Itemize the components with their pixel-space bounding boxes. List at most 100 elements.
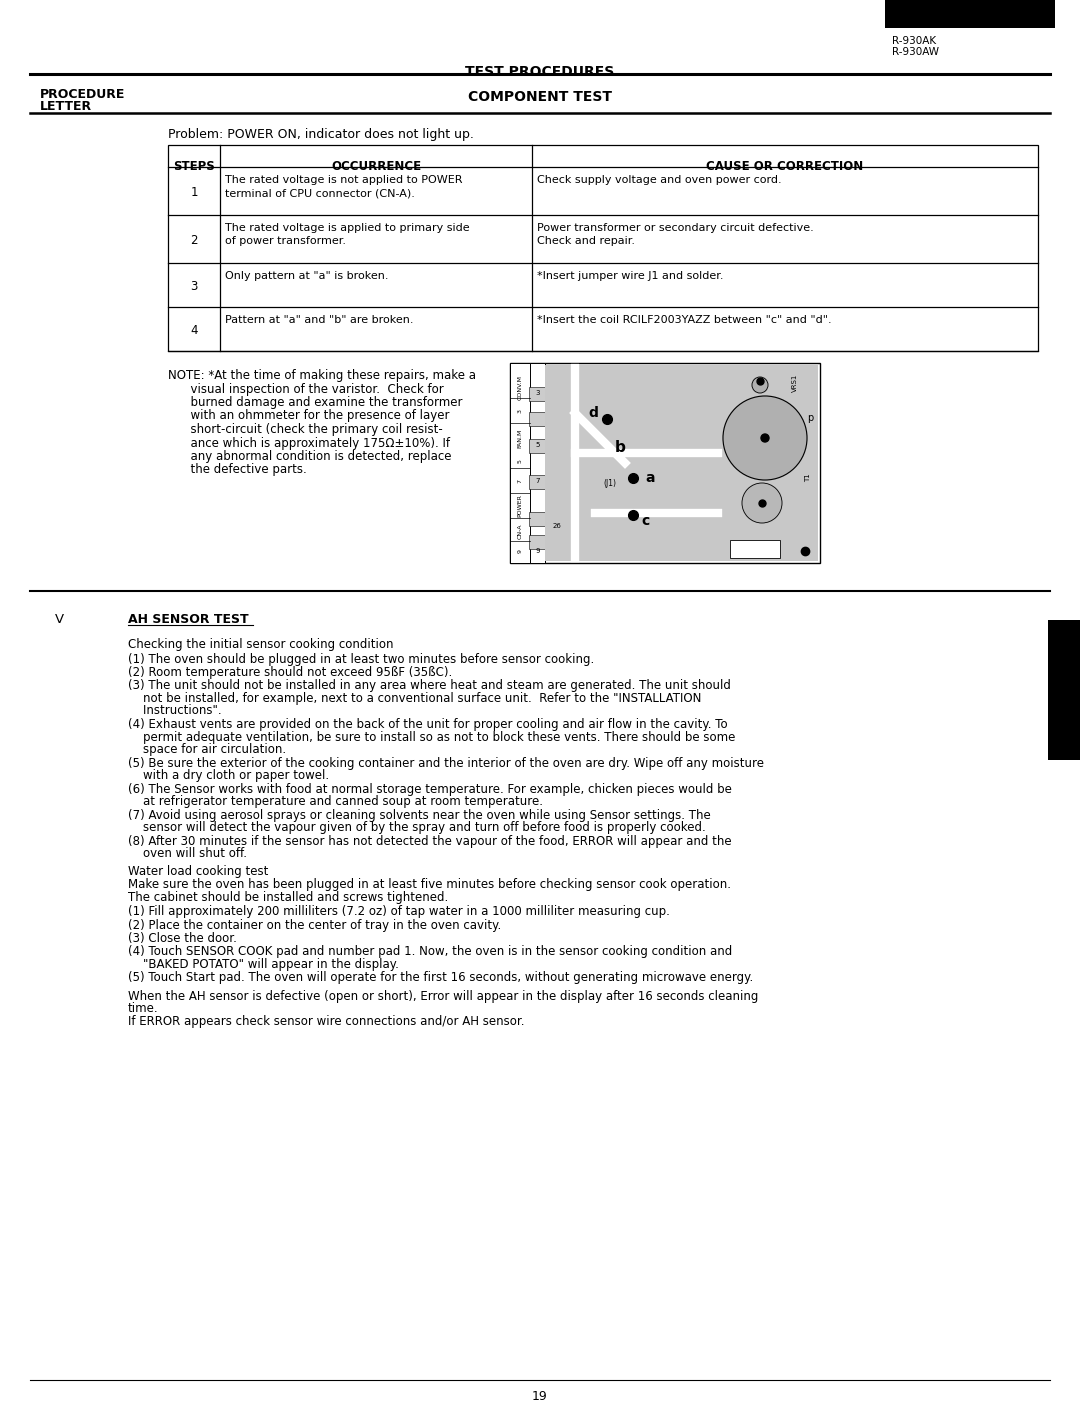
Text: 3: 3 (536, 391, 540, 396)
Text: Water load cooking test: Water load cooking test (129, 864, 268, 878)
Text: If ERROR appears check sensor wire connections and/or AH sensor.: If ERROR appears check sensor wire conne… (129, 1014, 525, 1028)
Text: 1: 1 (190, 185, 198, 200)
Text: 19: 19 (532, 1390, 548, 1404)
Text: R-930AK: R-930AK (892, 37, 936, 46)
Text: TEST PROCEDURES: TEST PROCEDURES (465, 65, 615, 79)
Text: terminal of CPU connector (CN-A).: terminal of CPU connector (CN-A). (225, 188, 415, 198)
Text: with an ohmmeter for the presence of layer: with an ohmmeter for the presence of lay… (168, 409, 449, 423)
Text: b: b (615, 441, 625, 455)
Text: CONV.M: CONV.M (517, 375, 523, 400)
Text: 5: 5 (536, 443, 540, 448)
Text: (4) Exhaust vents are provided on the back of the unit for proper cooling and ai: (4) Exhaust vents are provided on the ba… (129, 718, 728, 731)
Bar (1048, 620, 1080, 760)
Text: (1) Fill approximately 200 milliliters (7.2 oz) of tap water in a 1000 millilite: (1) Fill approximately 200 milliliters (… (129, 905, 670, 917)
Text: V: V (55, 613, 64, 627)
Text: time.: time. (129, 1003, 159, 1016)
Text: of power transformer.: of power transformer. (225, 236, 346, 246)
Text: Pattern at "a" and "b" are broken.: Pattern at "a" and "b" are broken. (225, 315, 414, 325)
Text: STEPS: STEPS (173, 160, 215, 173)
Text: visual inspection of the varistor.  Check for: visual inspection of the varistor. Check… (168, 382, 444, 395)
Bar (529, 386, 545, 400)
Text: Only pattern at "a" is broken.: Only pattern at "a" is broken. (225, 271, 389, 281)
Text: (5) Be sure the exterior of the cooking container and the interior of the oven a: (5) Be sure the exterior of the cooking … (129, 756, 764, 770)
Text: 5: 5 (517, 459, 523, 462)
Text: d: d (589, 406, 598, 420)
Bar (885, 0, 1055, 28)
Text: When the AH sensor is defective (open or short), Error will appear in the displa: When the AH sensor is defective (open or… (129, 991, 758, 1003)
Text: burned damage and examine the transformer: burned damage and examine the transforme… (168, 396, 462, 409)
Bar (510, 362, 820, 563)
Text: (8) After 30 minutes if the sensor has not detected the vapour of the food, ERRO: (8) After 30 minutes if the sensor has n… (129, 835, 731, 847)
Bar (730, 540, 780, 558)
Circle shape (742, 483, 782, 523)
Bar (545, 365, 818, 561)
Bar (168, 145, 1038, 351)
Text: at refrigerator temperature and canned soup at room temperature.: at refrigerator temperature and canned s… (129, 795, 543, 808)
Text: p: p (807, 413, 813, 423)
Text: 26: 26 (553, 523, 562, 530)
Circle shape (761, 434, 769, 443)
Text: LETTER: LETTER (40, 100, 92, 112)
Text: ance which is approximately 175Ω±10%). If: ance which is approximately 175Ω±10%). I… (168, 437, 450, 450)
Text: VRS1: VRS1 (792, 374, 798, 392)
Bar (529, 511, 545, 525)
Text: NOTE: *At the time of making these repairs, make a: NOTE: *At the time of making these repai… (168, 370, 476, 382)
Bar (510, 362, 530, 563)
Text: c: c (640, 514, 649, 528)
Bar (529, 438, 545, 452)
Text: not be installed, for example, next to a conventional surface unit.  Refer to th: not be installed, for example, next to a… (129, 693, 701, 705)
Text: *Insert jumper wire J1 and solder.: *Insert jumper wire J1 and solder. (537, 271, 724, 281)
Text: The cabinet should be installed and screws tightened.: The cabinet should be installed and scre… (129, 891, 448, 903)
Text: (4) Touch SENSOR COOK pad and number pad 1. Now, the oven is in the sensor cooki: (4) Touch SENSOR COOK pad and number pad… (129, 946, 732, 958)
Text: (J1): (J1) (604, 479, 617, 488)
Text: 7: 7 (536, 478, 540, 483)
Text: Make sure the oven has been plugged in at least five minutes before checking sen: Make sure the oven has been plugged in a… (129, 878, 731, 891)
Text: COMPONENT TEST: COMPONENT TEST (468, 90, 612, 104)
Text: FAN.M: FAN.M (517, 429, 523, 448)
Text: (1) The oven should be plugged in at least two minutes before sensor cooking.: (1) The oven should be plugged in at lea… (129, 652, 594, 666)
Text: Power transformer or secondary circuit defective.: Power transformer or secondary circuit d… (537, 223, 813, 233)
Text: the defective parts.: the defective parts. (168, 464, 307, 476)
Text: T1: T1 (805, 473, 811, 482)
Text: OCCURRENCE: OCCURRENCE (330, 160, 421, 173)
Text: 3: 3 (517, 409, 523, 413)
Bar (529, 535, 545, 549)
Text: 9: 9 (517, 549, 523, 554)
Text: (3) The unit should not be installed in any area where heat and steam are genera: (3) The unit should not be installed in … (129, 680, 731, 693)
Text: (6) The Sensor works with food at normal storage temperature. For example, chick: (6) The Sensor works with food at normal… (129, 783, 732, 795)
Text: The rated voltage is not applied to POWER: The rated voltage is not applied to POWE… (225, 176, 462, 185)
Text: 7: 7 (517, 479, 523, 483)
Text: 4: 4 (190, 325, 198, 337)
Text: (3) Close the door.: (3) Close the door. (129, 932, 237, 946)
Text: (7) Avoid using aerosol sprays or cleaning solvents near the oven while using Se: (7) Avoid using aerosol sprays or cleani… (129, 808, 711, 822)
Text: 2: 2 (190, 235, 198, 247)
Text: short-circuit (check the primary coil resist-: short-circuit (check the primary coil re… (168, 423, 443, 436)
Text: CN-A: CN-A (517, 523, 523, 538)
Text: *Insert the coil RCILF2003YAZZ between "c" and "d".: *Insert the coil RCILF2003YAZZ between "… (537, 315, 832, 325)
Text: (2) Room temperature should not exceed 95ßF (35ßC).: (2) Room temperature should not exceed 9… (129, 666, 453, 679)
Text: CAUSE OR CORRECTION: CAUSE OR CORRECTION (706, 160, 864, 173)
Bar (529, 475, 545, 489)
Text: 3: 3 (190, 280, 198, 294)
Bar (530, 362, 545, 563)
Text: oven will shut off.: oven will shut off. (129, 847, 247, 860)
Text: permit adequate ventilation, be sure to install so as not to block these vents. : permit adequate ventilation, be sure to … (129, 731, 735, 743)
Text: Check supply voltage and oven power cord.: Check supply voltage and oven power cord… (537, 176, 782, 185)
Text: R-930AW: R-930AW (892, 46, 939, 58)
Text: Checking the initial sensor cooking condition: Checking the initial sensor cooking cond… (129, 638, 393, 651)
Text: Check and repair.: Check and repair. (537, 236, 635, 246)
Text: any abnormal condition is detected, replace: any abnormal condition is detected, repl… (168, 450, 451, 464)
Text: (2) Place the container on the center of tray in the oven cavity.: (2) Place the container on the center of… (129, 919, 501, 932)
Circle shape (723, 396, 807, 481)
Bar (529, 412, 545, 426)
Text: with a dry cloth or paper towel.: with a dry cloth or paper towel. (129, 769, 329, 783)
Text: Instructions".: Instructions". (129, 704, 221, 718)
Text: space for air circulation.: space for air circulation. (129, 743, 286, 756)
Text: POWER: POWER (517, 495, 523, 517)
Text: Problem: POWER ON, indicator does not light up.: Problem: POWER ON, indicator does not li… (168, 128, 474, 140)
Text: AH SENSOR TEST: AH SENSOR TEST (129, 613, 248, 627)
Text: The rated voltage is applied to primary side: The rated voltage is applied to primary … (225, 223, 470, 233)
Text: sensor will detect the vapour given of by the spray and turn off before food is : sensor will detect the vapour given of b… (129, 821, 705, 835)
Text: (5) Touch Start pad. The oven will operate for the first 16 seconds, without gen: (5) Touch Start pad. The oven will opera… (129, 971, 753, 985)
Text: a: a (645, 471, 654, 485)
